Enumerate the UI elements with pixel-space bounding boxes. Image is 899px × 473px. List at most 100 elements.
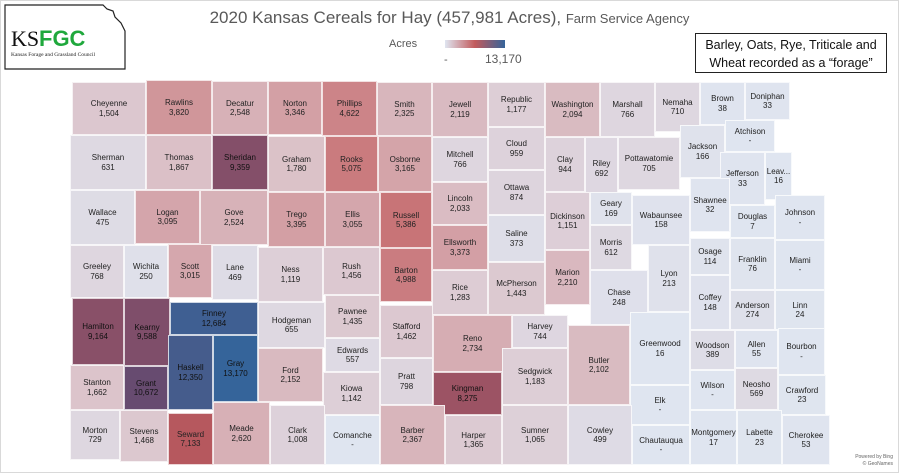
- county-hamilton[interactable]: Hamilton 9,164: [72, 298, 124, 365]
- county-barber[interactable]: Barber 2,367: [380, 405, 445, 465]
- county-russell[interactable]: Russell 5,386: [380, 192, 432, 248]
- county-kiowa[interactable]: Kiowa 1,142: [323, 372, 380, 415]
- county-bourbon[interactable]: Bourbon -: [778, 328, 825, 375]
- county-lane[interactable]: Lane 469: [212, 245, 258, 300]
- county-greeley[interactable]: Greeley 768: [70, 245, 124, 298]
- county-marshall[interactable]: Marshall 766: [600, 82, 655, 137]
- county-miami[interactable]: Miami -: [775, 240, 825, 290]
- county-nemaha[interactable]: Nemaha 710: [655, 82, 700, 132]
- county-logan[interactable]: Logan 3,095: [135, 190, 200, 244]
- county-scott[interactable]: Scott 3,015: [168, 244, 212, 298]
- county-osage[interactable]: Osage 114: [690, 238, 730, 275]
- county-grant[interactable]: Grant 10,672: [124, 366, 168, 410]
- county-brown[interactable]: Brown 38: [700, 82, 745, 125]
- county-seward[interactable]: Seward 7,133: [168, 413, 213, 465]
- county-mcpherson[interactable]: McPherson 1,443: [488, 262, 545, 315]
- county-comanche[interactable]: Comanche -: [325, 415, 380, 465]
- county-pawnee[interactable]: Pawnee 1,435: [325, 295, 380, 338]
- county-republic[interactable]: Republic 1,177: [488, 82, 545, 127]
- county-greenwood[interactable]: Greenwood 16: [630, 312, 690, 385]
- county-coffey[interactable]: Coffey 148: [690, 275, 730, 330]
- county-ford[interactable]: Ford 2,152: [258, 348, 323, 402]
- county-norton[interactable]: Norton 3,346: [268, 81, 322, 135]
- county-cloud[interactable]: Cloud 959: [488, 127, 545, 170]
- county-elk[interactable]: Elk -: [630, 385, 690, 425]
- county-wabaunsee[interactable]: Wabaunsee 158: [632, 195, 690, 245]
- county-mitchell[interactable]: Mitchell 766: [432, 137, 488, 182]
- county-trego[interactable]: Trego 3,395: [268, 192, 325, 247]
- county-reno[interactable]: Reno 2,734: [433, 315, 512, 372]
- county-stanton[interactable]: Stanton 1,662: [70, 365, 124, 410]
- county-cheyenne[interactable]: Cheyenne 1,504: [72, 82, 146, 135]
- county-clark[interactable]: Clark 1,008: [270, 405, 325, 465]
- county-marion[interactable]: Marion 2,210: [545, 250, 590, 305]
- county-wichita[interactable]: Wichita 250: [124, 245, 168, 298]
- county-ottawa[interactable]: Ottawa 874: [488, 170, 545, 215]
- county-stafford[interactable]: Stafford 1,462: [380, 305, 433, 358]
- county-decatur[interactable]: Decatur 2,548: [212, 81, 268, 135]
- county-jackson[interactable]: Jackson 166: [680, 125, 725, 178]
- county-hodgeman[interactable]: Hodgeman 655: [258, 302, 325, 348]
- county-douglas[interactable]: Douglas 7: [730, 205, 775, 238]
- county-ness[interactable]: Ness 1,119: [258, 247, 323, 302]
- county-pratt[interactable]: Pratt 798: [380, 358, 433, 405]
- county-montgomery[interactable]: Montgomery 17: [690, 410, 737, 465]
- county-phillips[interactable]: Phillips 4,622: [322, 81, 377, 136]
- county-gray[interactable]: Gray 13,170: [213, 335, 258, 402]
- county-morton[interactable]: Morton 729: [70, 410, 120, 460]
- county-finney[interactable]: Finney 12,684: [170, 302, 258, 335]
- county-atchison[interactable]: Atchison -: [725, 120, 775, 152]
- county-riley[interactable]: Riley 692: [585, 137, 618, 200]
- county-labette[interactable]: Labette 23: [737, 410, 782, 465]
- county-shawnee[interactable]: Shawnee 32: [690, 178, 730, 232]
- county-leav[interactable]: Leav... 16: [765, 152, 792, 200]
- county-meade[interactable]: Meade 2,620: [213, 402, 270, 465]
- county-sherman[interactable]: Sherman 631: [70, 135, 146, 190]
- county-franklin[interactable]: Franklin 76: [730, 238, 775, 290]
- county-gove[interactable]: Gove 2,524: [200, 190, 268, 245]
- county-haskell[interactable]: Haskell 12,350: [168, 335, 213, 410]
- county-dickinson[interactable]: Dickinson 1,151: [545, 192, 590, 250]
- county-rice[interactable]: Rice 1,283: [432, 270, 488, 315]
- county-rooks[interactable]: Rooks 5,075: [325, 136, 378, 192]
- county-barton[interactable]: Barton 4,988: [380, 248, 432, 302]
- county-saline[interactable]: Saline 373: [488, 215, 545, 262]
- county-jewell[interactable]: Jewell 2,119: [432, 82, 488, 137]
- county-sheridan[interactable]: Sheridan 9,359: [212, 135, 268, 190]
- county-sumner[interactable]: Sumner 1,065: [502, 405, 568, 465]
- county-crawford[interactable]: Crawford 23: [778, 375, 826, 415]
- county-wallace[interactable]: Wallace 475: [70, 190, 135, 245]
- county-linn[interactable]: Linn 24: [775, 290, 825, 330]
- county-thomas[interactable]: Thomas 1,867: [146, 135, 212, 190]
- county-ellis[interactable]: Ellis 3,055: [325, 192, 380, 247]
- county-stevens[interactable]: Stevens 1,468: [120, 410, 168, 462]
- county-doniphan[interactable]: Doniphan 33: [745, 82, 790, 120]
- county-geary[interactable]: Geary 169: [590, 192, 632, 225]
- county-sedgwick[interactable]: Sedgwick 1,183: [502, 348, 568, 405]
- county-johnson[interactable]: Johnson -: [775, 195, 825, 240]
- county-washington[interactable]: Washington 2,094: [545, 82, 600, 137]
- county-cowley[interactable]: Cowley 499: [568, 405, 632, 465]
- county-morris[interactable]: Morris 612: [590, 225, 632, 270]
- county-chautauqua[interactable]: Chautauqua -: [632, 425, 690, 465]
- county-woodson[interactable]: Woodson 389: [690, 330, 735, 370]
- county-allen[interactable]: Allen 55: [735, 330, 778, 368]
- county-edwards[interactable]: Edwards 557: [325, 338, 380, 372]
- county-ellsworth[interactable]: Ellsworth 3,373: [432, 225, 488, 270]
- county-pottawatomie[interactable]: Pottawatomie 705: [618, 137, 680, 190]
- county-rawlins[interactable]: Rawlins 3,820: [146, 80, 212, 135]
- county-graham[interactable]: Graham 1,780: [268, 136, 325, 192]
- county-harvey[interactable]: Harvey 744: [512, 315, 568, 348]
- county-neosho[interactable]: Neosho 569: [735, 368, 778, 410]
- county-smith[interactable]: Smith 2,325: [377, 82, 432, 136]
- county-clay[interactable]: Clay 944: [545, 137, 585, 192]
- county-harper[interactable]: Harper 1,365: [445, 415, 502, 465]
- county-rush[interactable]: Rush 1,456: [323, 247, 380, 295]
- county-lyon[interactable]: Lyon 213: [648, 245, 690, 312]
- county-kearny[interactable]: Kearny 9,588: [124, 298, 170, 366]
- county-anderson[interactable]: Anderson 274: [730, 290, 775, 330]
- county-butler[interactable]: Butler 2,102: [568, 325, 630, 405]
- county-wilson[interactable]: Wilson -: [690, 370, 735, 410]
- county-cherokee[interactable]: Cherokee 53: [782, 415, 830, 465]
- county-osborne[interactable]: Osborne 3,165: [378, 136, 432, 192]
